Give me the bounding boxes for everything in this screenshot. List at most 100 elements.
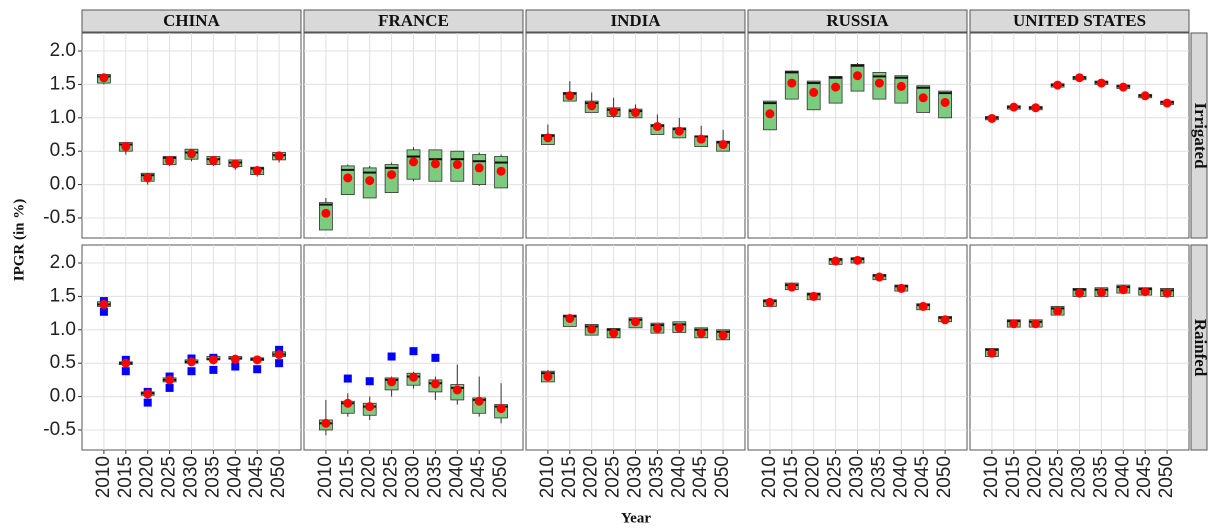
mean — [99, 73, 109, 83]
column-label: CHINA — [163, 11, 220, 30]
outlier — [431, 353, 440, 362]
mean — [1031, 103, 1041, 113]
mean — [718, 140, 728, 150]
mean — [1162, 288, 1172, 298]
mean — [187, 149, 196, 159]
mean — [430, 159, 440, 169]
mean — [874, 272, 884, 282]
mean — [1096, 78, 1106, 88]
x-tick-label: 2015 — [781, 456, 802, 498]
mean — [343, 398, 353, 408]
mean — [896, 81, 906, 91]
mean — [208, 355, 218, 365]
x-tick-label: 2025 — [603, 456, 624, 498]
mean — [609, 107, 619, 117]
mean — [987, 348, 997, 358]
mean — [1140, 287, 1150, 297]
x-tick-label: 2050 — [490, 456, 511, 498]
row-strip — [1190, 32, 1208, 239]
mean — [230, 159, 240, 169]
mean — [853, 255, 862, 265]
mean — [165, 156, 175, 166]
outlier — [165, 383, 174, 392]
mean — [208, 156, 218, 166]
y-tick-label: 0.5 — [50, 140, 76, 161]
mean — [918, 93, 928, 103]
mean — [1031, 319, 1041, 329]
mean — [652, 121, 662, 131]
outlier — [121, 367, 130, 376]
y-tick-label: 1.0 — [50, 319, 76, 340]
x-tick-label: 2035 — [646, 456, 667, 498]
outlier — [275, 345, 284, 354]
mean — [365, 402, 375, 412]
mean — [274, 151, 284, 161]
x-tick-label: 2010 — [537, 456, 558, 498]
x-tick-label: 2040 — [1112, 456, 1133, 498]
mean — [409, 372, 418, 382]
outlier — [253, 365, 262, 374]
mean — [496, 166, 506, 176]
outlier — [231, 362, 240, 371]
mean — [896, 283, 906, 293]
y-tick-label: 0.0 — [50, 386, 76, 407]
x-tick-label: 2015 — [337, 456, 358, 498]
x-tick-label: 2030 — [847, 456, 868, 498]
mean — [543, 372, 553, 382]
mean — [121, 142, 131, 152]
x-tick-label: 2035 — [1090, 456, 1111, 498]
x-tick-label: 2040 — [668, 456, 689, 498]
mean — [940, 315, 950, 325]
y-tick-label: 0.0 — [50, 174, 76, 195]
column-label: FRANCE — [378, 11, 449, 30]
mean — [587, 101, 597, 111]
mean — [1009, 319, 1019, 329]
mean — [452, 160, 462, 170]
mean — [1118, 285, 1128, 295]
mean — [1053, 306, 1063, 316]
mean — [474, 163, 484, 173]
x-tick-label: 2045 — [468, 456, 489, 498]
x-tick-label: 2050 — [1156, 456, 1177, 498]
x-tick-label: 2010 — [93, 456, 114, 498]
row-label: Rainfed — [1191, 319, 1208, 377]
mean — [343, 173, 353, 183]
mean — [252, 355, 262, 365]
x-tick-label: 2015 — [559, 456, 580, 498]
mean — [787, 78, 797, 88]
x-tick-label: 2020 — [581, 456, 602, 498]
outlier — [143, 398, 152, 407]
mean — [321, 418, 331, 428]
x-tick-label: 2030 — [403, 456, 424, 498]
x-tick-label: 2035 — [202, 456, 223, 498]
mean — [940, 97, 950, 107]
x-tick-label: 2050 — [268, 456, 289, 498]
mean — [474, 396, 484, 406]
y-tick-label: 2.0 — [50, 252, 76, 273]
outlier — [99, 307, 108, 316]
mean — [809, 87, 819, 97]
column-label: INDIA — [610, 11, 661, 30]
x-tick-label: 2040 — [446, 456, 467, 498]
column-strip — [969, 9, 1190, 33]
x-tick-label: 2015 — [1003, 456, 1024, 498]
y-tick-label: 1.5 — [50, 73, 76, 94]
mean — [1140, 91, 1150, 101]
mean — [543, 133, 553, 143]
y-tick-label: 2.0 — [50, 40, 76, 61]
mean — [452, 385, 462, 395]
mean — [674, 323, 684, 333]
mean — [696, 328, 706, 338]
mean — [409, 157, 418, 167]
x-tick-label: 2045 — [246, 456, 267, 498]
y-tick-label: -0.5 — [43, 207, 76, 228]
column-strip — [303, 9, 524, 33]
mean — [765, 109, 775, 119]
x-tick-label: 2020 — [1025, 456, 1046, 498]
mean — [631, 107, 640, 117]
x-tick-label: 2030 — [1069, 456, 1090, 498]
mean — [987, 113, 997, 123]
outlier — [365, 377, 374, 386]
mean — [1096, 287, 1106, 297]
x-tick-label: 2050 — [934, 456, 955, 498]
